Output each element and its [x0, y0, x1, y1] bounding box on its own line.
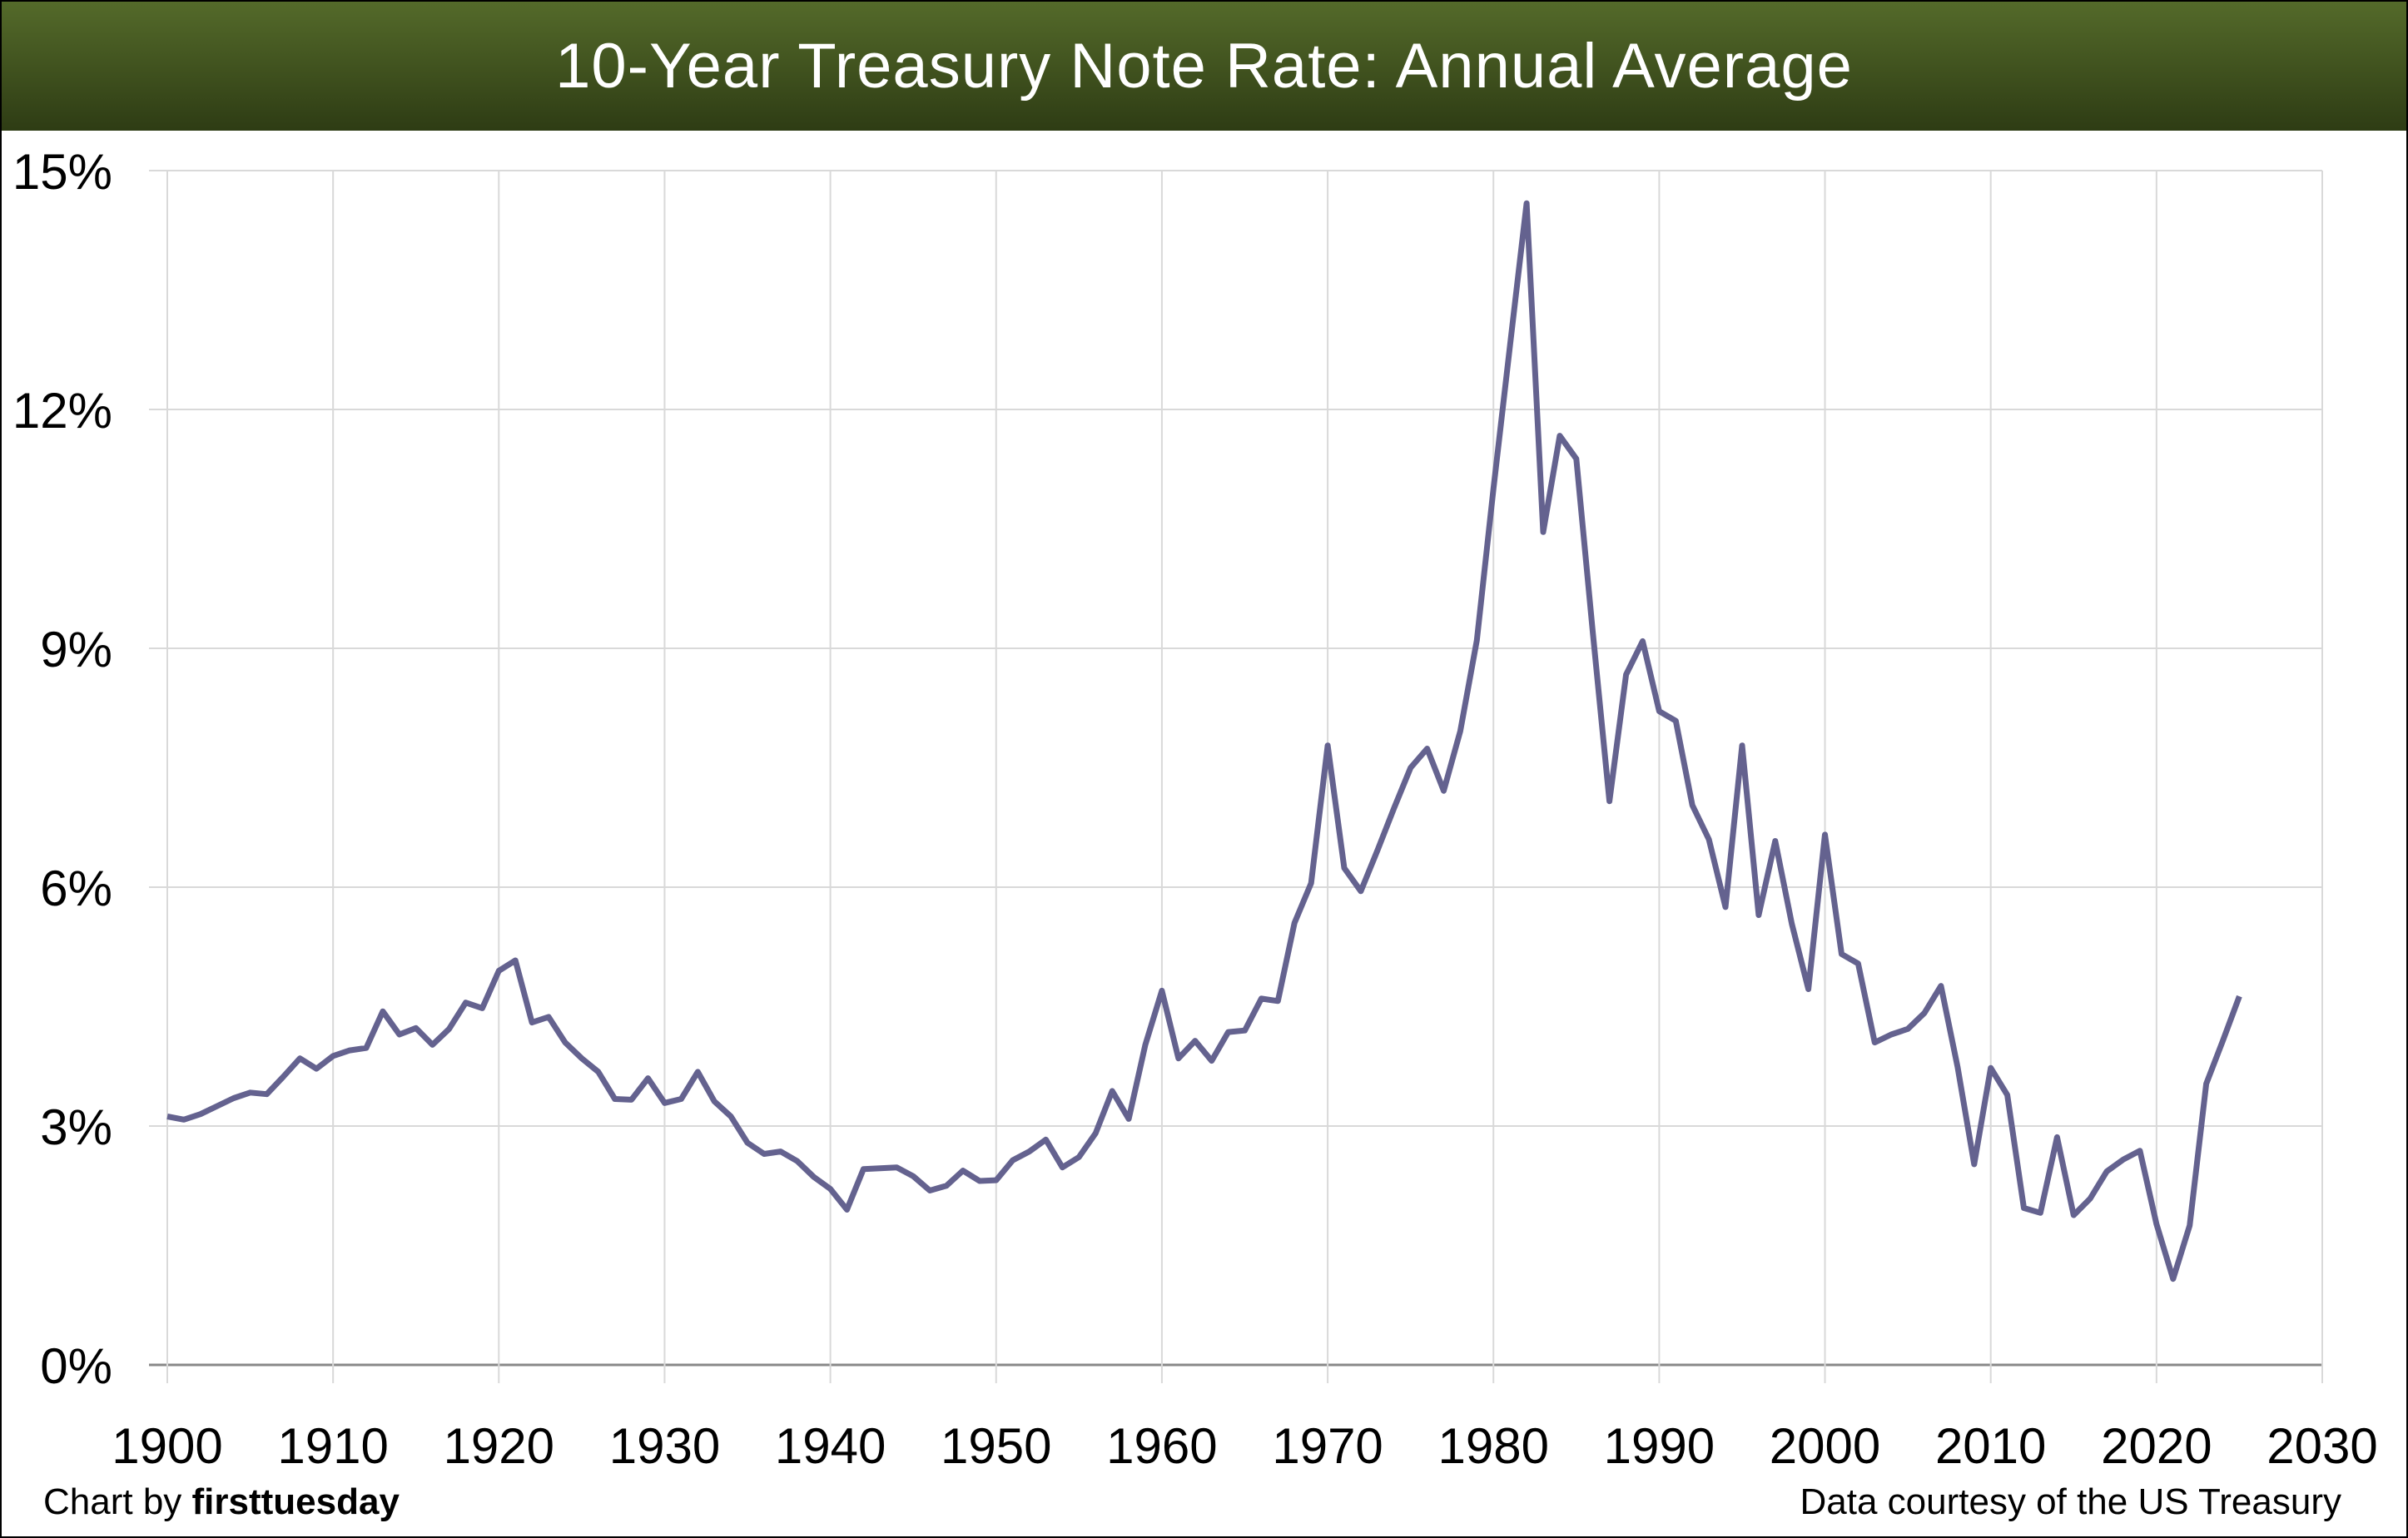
- x-tick-label: 2020: [2101, 1418, 2212, 1474]
- chart-credit: Chart by firsttuesday: [43, 1481, 400, 1523]
- credit-brand: firsttuesday: [191, 1481, 400, 1522]
- credit-prefix: Chart by: [43, 1481, 192, 1522]
- x-tick-label: 1920: [444, 1418, 554, 1474]
- y-tick-label: 6%: [40, 861, 112, 916]
- y-tick-label: 12%: [12, 383, 112, 439]
- x-tick-label: 1900: [112, 1418, 222, 1474]
- x-tick-label: 2030: [2266, 1418, 2377, 1474]
- chart-title: 10-Year Treasury Note Rate: Annual Avera…: [555, 31, 1853, 102]
- x-axis-ticks: 1900 1910 1920 1930 1940 1950 1960 1970 1980 1990…: [112, 1418, 2377, 1474]
- chart-header: 10-Year Treasury Note Rate: Annual Avera…: [2, 2, 2406, 131]
- x-tick-label: 1930: [609, 1418, 720, 1474]
- y-axis-ticks: 0% 3% 6% 9% 12% 15%: [12, 144, 112, 1394]
- y-tick-label: 9%: [40, 622, 112, 677]
- y-tick-label: 15%: [12, 144, 112, 200]
- x-tick-label: 2010: [1935, 1418, 2046, 1474]
- x-tick-label: 1960: [1106, 1418, 1217, 1474]
- gridlines: [149, 170, 2323, 1383]
- x-tick-label: 1970: [1272, 1418, 1383, 1474]
- x-tick-label: 1990: [1604, 1418, 1715, 1474]
- x-tick-label: 1910: [277, 1418, 388, 1474]
- data-source: Data courtesy of the US Treasury: [1800, 1481, 2341, 1522]
- y-tick-label: 0%: [40, 1338, 112, 1394]
- x-tick-label: 1980: [1437, 1418, 1548, 1474]
- series-line: [166, 200, 2242, 1282]
- x-tick-label: 1950: [941, 1418, 1051, 1474]
- x-tick-label: 1940: [775, 1418, 886, 1474]
- x-tick-label: 2000: [1770, 1418, 1880, 1474]
- y-tick-label: 3%: [40, 1099, 112, 1155]
